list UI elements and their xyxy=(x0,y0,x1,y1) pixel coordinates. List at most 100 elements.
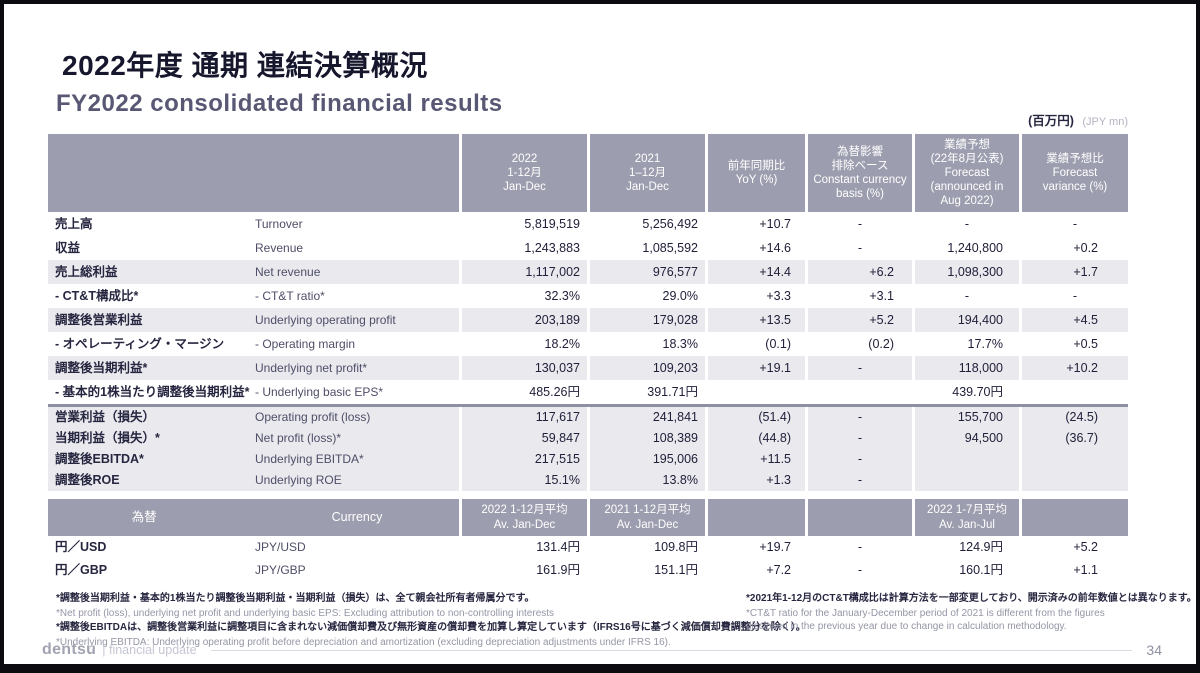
footer: dentsu | financial update 34 xyxy=(42,641,1162,659)
currency-header-row: 為替 Currency 2022 1-12月平均 Av. Jan-Dec 202… xyxy=(48,499,1128,536)
jp-label: - 基本的1株当たり調整後当期利益* xyxy=(55,385,250,399)
jp-label: 売上高 xyxy=(55,217,93,231)
table-row: - オペレーティング・マージン - Operating margin 18.2% … xyxy=(48,332,1128,356)
value-forecast-variance: +5.2 xyxy=(1073,540,1098,554)
en-label: Net profit (loss)* xyxy=(255,431,342,445)
value-2022: 130,037 xyxy=(462,356,587,380)
value-2021: 1,085,592 xyxy=(642,241,698,255)
jp-label: 収益 xyxy=(55,241,81,255)
value-2021: 179,028 xyxy=(590,308,705,332)
table-row: 営業利益（損失） Operating profit (loss) 117,617 … xyxy=(48,407,1128,428)
value-2021: 976,577 xyxy=(590,260,705,284)
table-row: 売上高 Turnover 5,819,519 5,256,492 +10.7 - … xyxy=(48,212,1128,236)
value-forecast: 160.1円 xyxy=(959,563,1003,577)
page-title-jp: 2022年度 通期 連結決算概況 xyxy=(62,50,428,81)
dentsu-logo: dentsu xyxy=(42,641,97,658)
footer-tagline: | financial update xyxy=(102,643,197,657)
footnotes-left: *調整後当期利益・基本的1株当たり調整後当期利益・当期利益（損失）は、全て親会社… xyxy=(56,592,806,650)
value-2022: 1,243,883 xyxy=(524,241,580,255)
value-forecast-variance xyxy=(1022,470,1128,491)
currency-header-constant-currency xyxy=(808,499,912,536)
currency-header-yoy xyxy=(708,499,805,536)
footnotes-right: *2021年1-12月のCT&T構成比は計算方法を一部変更しており、開示済みの前… xyxy=(746,592,1196,650)
value-forecast xyxy=(915,449,1019,470)
value-forecast: 118,000 xyxy=(915,356,1019,380)
value-forecast-variance: +10.2 xyxy=(1022,356,1128,380)
value-forecast: 1,098,300 xyxy=(915,260,1019,284)
value-2021: 13.8% xyxy=(590,470,705,491)
value-2022: 18.2% xyxy=(544,337,580,351)
value-yoy: +10.7 xyxy=(759,217,791,231)
value-forecast-variance: +1.1 xyxy=(1073,563,1098,577)
value-forecast-variance: +0.2 xyxy=(1073,241,1098,255)
unit-label-jp: (百万円) xyxy=(1028,114,1074,128)
value-constant-currency: +5.2 xyxy=(808,308,912,332)
footnote: *Net profit (loss), underlying net profi… xyxy=(56,607,555,619)
value-constant-currency: - xyxy=(808,407,912,428)
value-2021: 18.3% xyxy=(662,337,698,351)
value-2021: 109,203 xyxy=(590,356,705,380)
footnotes: *調整後当期利益・基本的1株当たり調整後当期利益・当期利益（損失）は、全て親会社… xyxy=(48,592,1196,650)
value-2022: 161.9円 xyxy=(536,563,580,577)
value-forecast-variance xyxy=(1022,449,1128,470)
value-yoy: +11.5 xyxy=(708,449,805,470)
table-row: 当期利益（損失）* Net profit (loss)* 59,847 108,3… xyxy=(48,428,1128,449)
jp-label: 調整後営業利益 xyxy=(55,313,143,327)
value-forecast-variance: +0.5 xyxy=(1073,337,1098,351)
header-yoy: 前年同期比 YoY (%) xyxy=(708,134,805,212)
header-forecast-variance: 業績予想比 Forecast variance (%) xyxy=(1022,134,1128,212)
currency-label-en: Currency xyxy=(331,510,383,524)
table-row: - CT&T構成比* - CT&T ratio* 32.3% 29.0% +3.3… xyxy=(48,284,1128,308)
value-forecast-variance: (36.7) xyxy=(1022,428,1128,449)
jp-label: - オペレーティング・マージン xyxy=(55,337,225,351)
value-yoy: (44.8) xyxy=(708,428,805,449)
value-2022: 131.4円 xyxy=(536,540,580,554)
value-forecast: 124.9円 xyxy=(959,540,1003,554)
value-constant-currency: - xyxy=(857,241,863,255)
value-2022: 1,117,002 xyxy=(462,260,587,284)
page-number: 34 xyxy=(1146,642,1162,658)
value-forecast: 17.7% xyxy=(967,337,1003,351)
value-yoy: +7.2 xyxy=(766,563,791,577)
value-2021: 391.71円 xyxy=(647,385,698,399)
value-2021: 5,256,492 xyxy=(642,217,698,231)
financial-table: 2022 1-12月 Jan-Dec 2021 1–12月 Jan-Dec 前年… xyxy=(48,134,1128,582)
value-forecast-variance: - xyxy=(1072,217,1078,231)
en-label: Net revenue xyxy=(255,265,321,279)
value-yoy: (0.1) xyxy=(765,337,791,351)
value-2022: 117,617 xyxy=(462,407,587,428)
value-constant-currency: (0.2) xyxy=(868,337,894,351)
value-forecast: - xyxy=(964,289,970,303)
table-row: - 基本的1株当たり調整後当期利益* - Underlying basic EPS… xyxy=(48,380,1128,404)
table-row: 売上総利益 Net revenue 1,117,002 976,577 +14.4… xyxy=(48,260,1128,284)
jp-label: 営業利益（損失） xyxy=(55,410,156,424)
jp-label: 円／GBP xyxy=(55,563,108,577)
value-constant-currency xyxy=(808,380,912,404)
value-forecast: 1,240,800 xyxy=(947,241,1003,255)
value-forecast: 194,400 xyxy=(915,308,1019,332)
value-forecast xyxy=(915,470,1019,491)
header-labels xyxy=(48,134,459,212)
currency-row: 円／USD JPY/USD 131.4円 109.8円 +19.7 - 124.9… xyxy=(48,536,1128,559)
currency-label-jp: 為替 xyxy=(131,510,157,524)
jp-label: 円／USD xyxy=(55,540,107,554)
value-yoy: +3.3 xyxy=(766,289,791,303)
en-label: - CT&T ratio* xyxy=(255,289,325,303)
currency-header-variance xyxy=(1022,499,1128,536)
value-yoy: +19.7 xyxy=(759,540,791,554)
value-2021: 241,841 xyxy=(590,407,705,428)
table-row: 調整後当期利益* Underlying net profit* 130,037 1… xyxy=(48,356,1128,380)
value-2021: 151.1円 xyxy=(654,563,698,577)
value-yoy: +14.6 xyxy=(759,241,791,255)
en-label: Underlying ROE xyxy=(255,473,342,487)
value-forecast-variance: (24.5) xyxy=(1022,407,1128,428)
value-2022: 203,189 xyxy=(462,308,587,332)
value-2022: 217,515 xyxy=(462,449,587,470)
currency-header-2021: 2021 1-12月平均 Av. Jan-Dec xyxy=(590,499,705,536)
value-yoy: (51.4) xyxy=(708,407,805,428)
en-label: Revenue xyxy=(255,241,304,255)
currency-header-forecast: 2022 1-7月平均 Av. Jan-Jul xyxy=(915,499,1019,536)
footnote: *CT&T ratio for the January-December per… xyxy=(746,607,1105,633)
value-constant-currency: - xyxy=(857,217,863,231)
header-forecast: 業績予想 (22年8月公表) Forecast (announced in Au… xyxy=(915,134,1019,212)
